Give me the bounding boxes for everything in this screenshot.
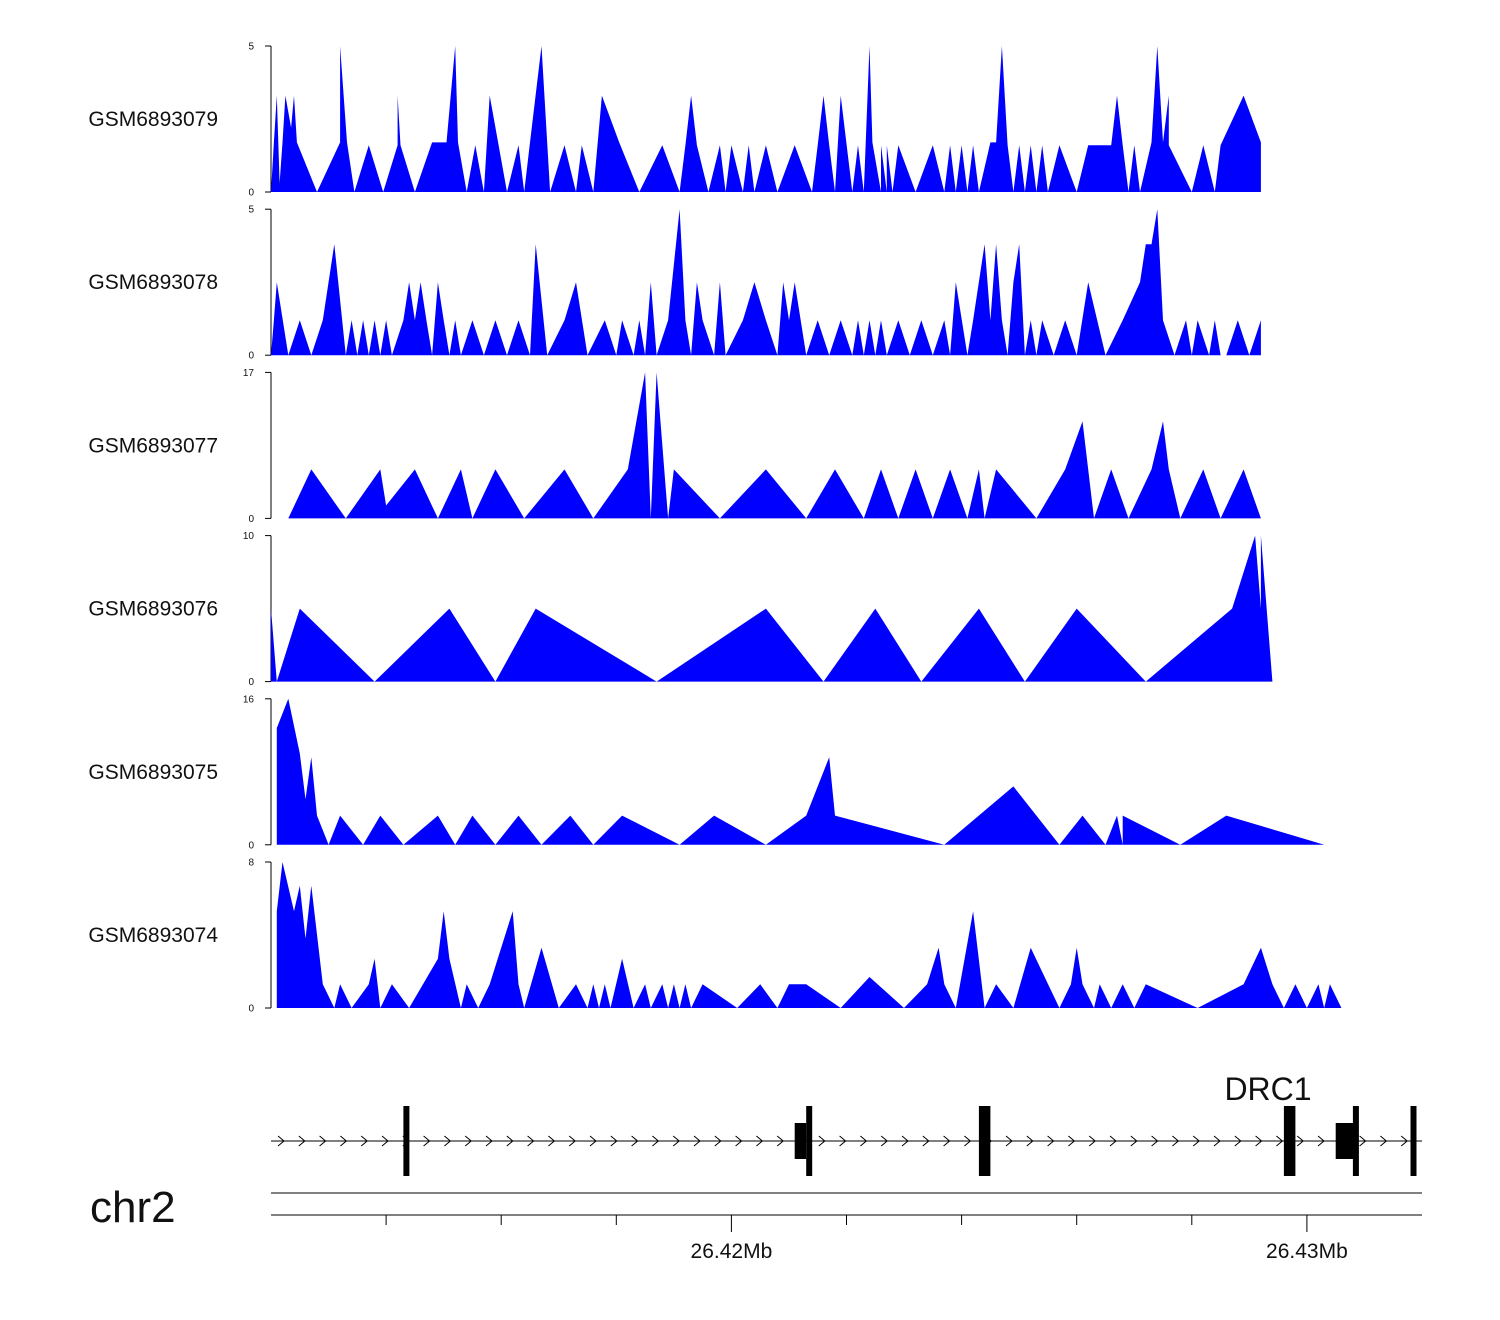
strand-arrow bbox=[943, 1135, 951, 1147]
strand-arrow bbox=[277, 1135, 285, 1147]
track-GSM6893077: GSM6893077 17 0 bbox=[88, 368, 1261, 525]
exon bbox=[794, 1123, 807, 1159]
track-GSM6893079: GSM6893079 5 0 bbox=[88, 42, 1261, 199]
exon bbox=[1335, 1123, 1353, 1159]
strand-arrow bbox=[589, 1135, 597, 1147]
track-GSM6893076: GSM6893076 10 0 bbox=[88, 531, 1273, 688]
strand-arrow bbox=[1276, 1135, 1284, 1147]
track-GSM6893078: GSM6893078 5 0 bbox=[88, 205, 1261, 362]
y-tick-label: 0 bbox=[248, 351, 254, 362]
y-tick-label: 10 bbox=[243, 531, 255, 542]
strand-arrow bbox=[818, 1135, 826, 1147]
strand-arrow bbox=[756, 1135, 764, 1147]
strand-arrow bbox=[1400, 1135, 1408, 1147]
y-tick-label: 0 bbox=[248, 514, 254, 525]
track-label: GSM6893078 bbox=[88, 271, 218, 294]
strand-arrow bbox=[1109, 1135, 1117, 1147]
strand-arrow bbox=[714, 1135, 722, 1147]
track-label: GSM6893074 bbox=[88, 924, 218, 947]
x-tick-label: 26.42Mb bbox=[691, 1240, 773, 1263]
strand-arrow bbox=[901, 1135, 909, 1147]
strand-arrow bbox=[922, 1135, 930, 1147]
strand-arrow bbox=[860, 1135, 868, 1147]
strand-arrow bbox=[1213, 1135, 1221, 1147]
y-tick-label: 0 bbox=[248, 188, 254, 199]
strand-arrow bbox=[485, 1135, 493, 1147]
strand-arrow bbox=[964, 1135, 972, 1147]
strand-arrow bbox=[839, 1135, 847, 1147]
strand-arrow bbox=[1296, 1135, 1304, 1147]
gene-model-track: DRC1 bbox=[271, 1071, 1422, 1176]
strand-arrow bbox=[631, 1135, 639, 1147]
strand-arrow bbox=[1317, 1135, 1325, 1147]
y-tick-label: 17 bbox=[243, 368, 255, 379]
strand-arrow bbox=[1172, 1135, 1180, 1147]
track-GSM6893075: GSM6893075 16 0 bbox=[88, 694, 1325, 851]
strand-arrow bbox=[548, 1135, 556, 1147]
strand-arrow bbox=[1234, 1135, 1242, 1147]
strand-arrow bbox=[672, 1135, 680, 1147]
genome-axis: chr2 26.42Mb 26.43Mb bbox=[90, 1183, 1422, 1263]
signal-area bbox=[271, 46, 1261, 192]
strand-arrow bbox=[1088, 1135, 1096, 1147]
track-label: GSM6893075 bbox=[88, 761, 218, 784]
strand-arrow bbox=[1151, 1135, 1159, 1147]
strand-arrow bbox=[527, 1135, 535, 1147]
strand-arrow bbox=[464, 1135, 472, 1147]
x-tick-label: 26.43Mb bbox=[1266, 1240, 1348, 1263]
strand-arrow bbox=[360, 1135, 368, 1147]
strand-arrow bbox=[340, 1135, 348, 1147]
exon bbox=[403, 1106, 410, 1176]
strand-arrow bbox=[1005, 1135, 1013, 1147]
strand-arrow bbox=[1068, 1135, 1076, 1147]
strand-arrow bbox=[610, 1135, 618, 1147]
chromosome-label: chr2 bbox=[90, 1183, 176, 1232]
strand-arrow bbox=[319, 1135, 327, 1147]
y-tick-label: 5 bbox=[248, 205, 254, 216]
strand-arrow bbox=[1359, 1135, 1367, 1147]
exon bbox=[1352, 1106, 1359, 1176]
strand-arrow bbox=[776, 1135, 784, 1147]
y-tick-label: 16 bbox=[243, 694, 255, 705]
strand-arrow bbox=[1026, 1135, 1034, 1147]
signal-tracks: GSM689307950GSM689307850GSM6893077170GSM… bbox=[88, 42, 1342, 1015]
track-label: GSM6893076 bbox=[88, 598, 218, 621]
y-tick-label: 5 bbox=[248, 42, 254, 53]
signal-area bbox=[288, 372, 1261, 519]
y-tick-label: 0 bbox=[248, 677, 254, 688]
track-GSM6893074: GSM6893074 8 0 bbox=[88, 858, 1342, 1015]
y-tick-label: 8 bbox=[248, 858, 254, 869]
strand-arrow bbox=[1047, 1135, 1055, 1147]
exon bbox=[1410, 1106, 1417, 1176]
signal-area bbox=[271, 535, 1273, 682]
strand-arrow bbox=[423, 1135, 431, 1147]
strand-arrow bbox=[444, 1135, 452, 1147]
track-label: GSM6893079 bbox=[88, 108, 218, 131]
strand-arrow bbox=[693, 1135, 701, 1147]
strand-arrow bbox=[1255, 1135, 1263, 1147]
strand-arrow bbox=[652, 1135, 660, 1147]
track-label: GSM6893077 bbox=[88, 434, 218, 457]
exon bbox=[806, 1106, 813, 1176]
exon bbox=[978, 1106, 991, 1176]
strand-arrow bbox=[1192, 1135, 1200, 1147]
strand-arrow bbox=[735, 1135, 743, 1147]
gene-label: DRC1 bbox=[1224, 1071, 1311, 1107]
strand-arrow bbox=[298, 1135, 306, 1147]
strand-arrow bbox=[381, 1135, 389, 1147]
signal-area bbox=[271, 209, 1261, 356]
y-tick-label: 0 bbox=[248, 1004, 254, 1015]
signal-area bbox=[276, 862, 1342, 1008]
exon bbox=[1283, 1106, 1296, 1176]
strand-arrow bbox=[506, 1135, 514, 1147]
strand-arrow bbox=[1380, 1135, 1388, 1147]
strand-arrow bbox=[880, 1135, 888, 1147]
signal-area bbox=[276, 698, 1325, 845]
strand-arrow bbox=[568, 1135, 576, 1147]
y-tick-label: 0 bbox=[248, 840, 254, 851]
strand-arrow bbox=[1130, 1135, 1138, 1147]
